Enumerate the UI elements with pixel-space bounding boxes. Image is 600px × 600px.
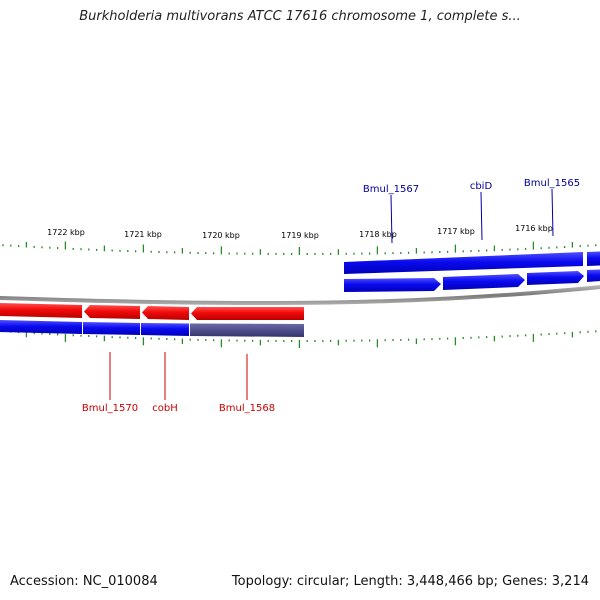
scale-label: 1719 kbp: [281, 231, 319, 240]
inner-tick-ring: [2, 330, 597, 348]
selected-region-track: [0, 320, 304, 337]
gene-feature[interactable]: [141, 323, 189, 336]
gene-feature[interactable]: [0, 320, 82, 334]
gene-label[interactable]: Bmul_1565: [524, 178, 580, 189]
gene-feature[interactable]: [83, 322, 140, 335]
scale-label: 1722 kbp: [47, 228, 85, 237]
gene-feature[interactable]: [0, 303, 82, 318]
gene-feature[interactable]: [84, 305, 140, 319]
gene-label[interactable]: cobH: [152, 403, 177, 414]
reverse-strand-track: [0, 303, 304, 320]
forward-label-group: Bmul_1567 cbiD Bmul_1565: [363, 178, 580, 244]
scale-label: 1717 kbp: [437, 227, 475, 236]
selected-region[interactable]: [190, 323, 304, 338]
accession-text: Accession: NC_010084: [10, 574, 158, 589]
gene-label[interactable]: Bmul_1570: [82, 403, 138, 414]
gene-label[interactable]: Bmul_1568: [219, 403, 275, 414]
gene-feature[interactable]: [191, 307, 304, 320]
map-title: Burkholderia multivorans ATCC 17616 chro…: [79, 9, 521, 24]
gene-feature[interactable]: [587, 251, 600, 267]
genome-summary-text: Topology: circular; Length: 3,448,466 bp…: [231, 574, 589, 589]
scale-label-group: 1722 kbp 1721 kbp 1720 kbp 1719 kbp 1718…: [47, 224, 553, 240]
scale-label: 1718 kbp: [359, 230, 397, 239]
outer-tick-ring: [2, 241, 597, 255]
scale-label: 1721 kbp: [124, 230, 162, 239]
gene-label[interactable]: cbiD: [470, 181, 493, 192]
scale-label: 1716 kbp: [515, 224, 553, 233]
scale-label: 1720 kbp: [202, 231, 240, 240]
gene-label[interactable]: Bmul_1567: [363, 184, 419, 195]
label-leader-line: [390, 194, 393, 244]
genome-backbone: [0, 285, 600, 305]
gene-feature[interactable]: [344, 252, 583, 274]
gene-feature[interactable]: [443, 274, 525, 290]
label-leader-line: [551, 188, 554, 237]
gene-feature[interactable]: [587, 269, 600, 283]
gene-feature[interactable]: [527, 271, 584, 285]
gene-feature[interactable]: [142, 306, 189, 320]
forward-strand-track: [344, 251, 600, 292]
label-leader-line: [480, 191, 483, 241]
gene-feature[interactable]: [344, 278, 441, 292]
reverse-label-group: Bmul_1570 cobH Bmul_1568: [82, 352, 275, 414]
